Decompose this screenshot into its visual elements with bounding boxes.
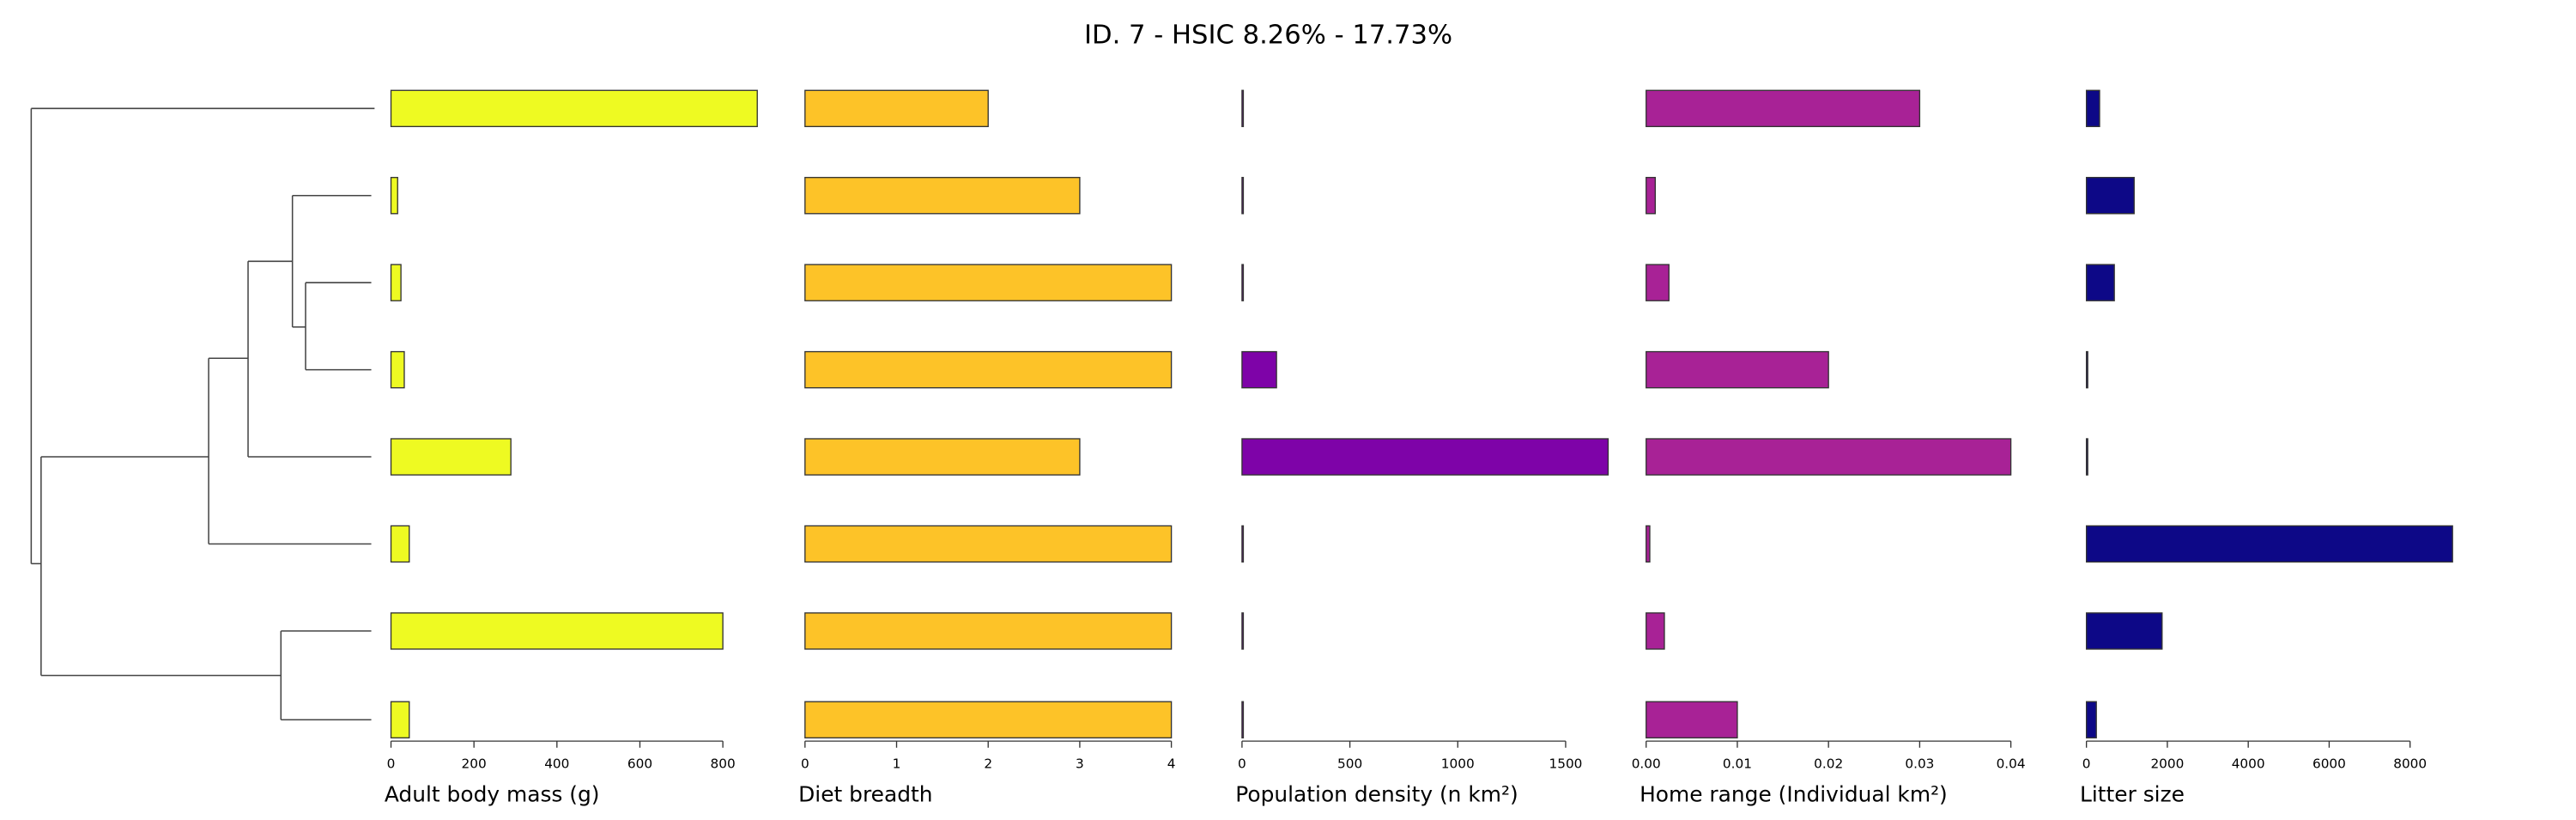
x-tick-label: 3 xyxy=(1076,756,1084,771)
bar xyxy=(804,525,1173,563)
bar xyxy=(1646,350,1829,389)
x-tick-label: 1500 xyxy=(1549,756,1582,771)
bar xyxy=(2085,701,2097,738)
x-tick-label: 2000 xyxy=(2150,756,2184,771)
bar xyxy=(390,438,512,476)
x-tick-label: 0.00 xyxy=(1632,756,1661,771)
bar xyxy=(2085,89,2100,128)
bar xyxy=(1646,177,1657,215)
bar xyxy=(2085,350,2088,389)
bar xyxy=(1646,89,1921,128)
bar xyxy=(2085,177,2135,215)
bar xyxy=(1241,177,1245,215)
bar xyxy=(804,264,1173,301)
bar xyxy=(1241,525,1245,563)
bar xyxy=(390,525,410,563)
bar xyxy=(804,612,1173,650)
bar xyxy=(1241,89,1245,128)
bar xyxy=(2085,438,2088,476)
x-tick-label: 800 xyxy=(711,756,736,771)
bar xyxy=(804,701,1173,738)
x-tick-label: 400 xyxy=(544,756,569,771)
bar xyxy=(804,350,1173,389)
bar xyxy=(1646,701,1738,738)
bar xyxy=(390,264,402,301)
bar xyxy=(1646,525,1651,563)
x-tick-label: 0.03 xyxy=(1905,756,1934,771)
axis-label: Population density (n km²) xyxy=(1235,781,1518,806)
bar xyxy=(804,89,989,128)
x-tick-label: 1000 xyxy=(1441,756,1475,771)
x-tick-label: 200 xyxy=(462,756,487,771)
bar xyxy=(390,701,410,738)
x-tick-label: 0 xyxy=(1238,756,1246,771)
bar xyxy=(390,177,398,215)
x-tick-label: 8000 xyxy=(2393,756,2427,771)
axis-label: Litter size xyxy=(2080,781,2185,806)
bar xyxy=(1241,438,1609,476)
bar xyxy=(2085,612,2163,650)
bar xyxy=(1241,264,1245,301)
bar xyxy=(2085,264,2115,301)
axis-label: Adult body mass (g) xyxy=(385,781,600,806)
x-tick-label: 0.02 xyxy=(1814,756,1843,771)
x-tick-label: 4 xyxy=(1167,756,1176,771)
bar xyxy=(1646,612,1665,650)
bar xyxy=(1241,612,1245,650)
x-tick-label: 4000 xyxy=(2232,756,2265,771)
axis-label: Diet breadth xyxy=(798,781,932,806)
bar xyxy=(804,177,1081,215)
bar xyxy=(390,89,758,128)
bar xyxy=(1241,350,1277,389)
x-tick-label: 0.04 xyxy=(1997,756,2026,771)
dendrogram xyxy=(30,107,375,721)
x-tick-label: 6000 xyxy=(2312,756,2346,771)
bar xyxy=(390,350,405,389)
bar xyxy=(390,612,724,650)
x-tick-label: 0 xyxy=(387,756,396,771)
x-tick-label: 0.01 xyxy=(1723,756,1752,771)
x-tick-label: 0 xyxy=(801,756,809,771)
x-tick-label: 500 xyxy=(1337,756,1362,771)
x-tick-label: 0 xyxy=(2082,756,2091,771)
x-tick-label: 600 xyxy=(627,756,652,771)
x-tick-label: 2 xyxy=(984,756,992,771)
bar xyxy=(1646,438,2012,476)
bar xyxy=(2085,525,2453,563)
axis-label: Home range (Individual km²) xyxy=(1640,781,1948,806)
bar xyxy=(804,438,1081,476)
bar xyxy=(1646,264,1670,301)
x-tick-label: 1 xyxy=(893,756,901,771)
bar xyxy=(1241,701,1245,738)
chart-title: ID. 7 - HSIC 8.26% - 17.73% xyxy=(1084,21,1452,51)
